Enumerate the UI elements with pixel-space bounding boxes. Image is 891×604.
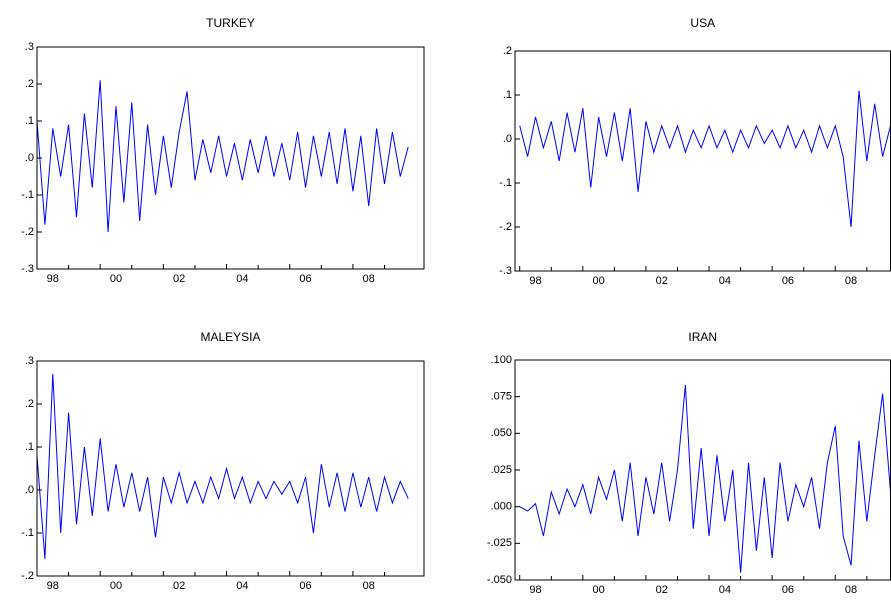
y-tick-label: .1 <box>25 115 34 127</box>
plot-frame <box>37 361 424 576</box>
x-tick-label: 00 <box>110 580 122 592</box>
y-tick-label: .2 <box>25 78 34 90</box>
x-tick-label: 08 <box>845 584 857 596</box>
y-tick-label: -.025 <box>487 537 512 549</box>
x-tick-label: 98 <box>47 273 59 285</box>
y-tick-label: .000 <box>491 501 512 513</box>
chart-title: IRAN <box>688 330 717 344</box>
y-tick-label: -.050 <box>487 574 512 586</box>
x-tick-label: 98 <box>529 275 541 287</box>
y-tick-label: -.2 <box>21 570 34 582</box>
x-tick-label: 08 <box>363 273 375 285</box>
x-tick-label: 02 <box>656 275 668 287</box>
y-tick-label: .2 <box>503 45 512 57</box>
y-tick-label: -.3 <box>499 265 512 277</box>
y-tick-label: .1 <box>25 441 34 453</box>
y-tick-label: .1 <box>503 89 512 101</box>
y-tick-label: .3 <box>25 355 34 367</box>
plot-frame <box>515 51 891 271</box>
y-tick-label: -.1 <box>21 189 34 201</box>
y-tick-label: .075 <box>491 391 512 403</box>
x-tick-label: 00 <box>592 584 604 596</box>
data-line <box>520 385 891 573</box>
y-tick-label: .0 <box>25 484 34 496</box>
chart-title: TURKEY <box>206 16 255 30</box>
chart-grid: TURKEY .3 .2 .1 .0 -.1 -.2 -.3 98 00 02 04 06 08 USA .2… <box>0 0 891 604</box>
x-tick-label: 06 <box>299 273 311 285</box>
x-tick-label: 00 <box>592 275 604 287</box>
x-tick-label: 04 <box>719 584 731 596</box>
data-line <box>37 80 408 232</box>
y-tick-label: -.3 <box>21 263 34 275</box>
x-tick-label: 02 <box>173 273 185 285</box>
x-tick-label: 06 <box>299 580 311 592</box>
x-tick-label: 06 <box>782 584 794 596</box>
x-tick-label: 98 <box>47 580 59 592</box>
x-tick-label: 08 <box>845 275 857 287</box>
y-tick-label: -.2 <box>21 226 34 238</box>
x-tick-label: 02 <box>656 584 668 596</box>
y-tick-label: .0 <box>25 152 34 164</box>
x-tick-label: 02 <box>173 580 185 592</box>
y-tick-label: .050 <box>491 427 512 439</box>
chart-title: MALEYSIA <box>200 330 260 344</box>
x-tick-label: 08 <box>363 580 375 592</box>
y-tick-label: .3 <box>25 41 34 53</box>
y-tick-label: -.1 <box>499 177 512 189</box>
x-tick-label: 04 <box>236 580 248 592</box>
y-tick-label: .025 <box>491 464 512 476</box>
x-tick-label: 04 <box>236 273 248 285</box>
data-line <box>520 91 891 227</box>
y-tick-label: -.1 <box>21 527 34 539</box>
y-tick-label: .0 <box>503 133 512 145</box>
y-tick-label: .100 <box>491 354 512 366</box>
x-tick-label: 04 <box>719 275 731 287</box>
x-tick-label: 06 <box>782 275 794 287</box>
chart-title: USA <box>690 16 715 30</box>
x-tick-label: 98 <box>529 584 541 596</box>
data-line <box>37 374 408 559</box>
y-tick-label: -.2 <box>499 221 512 233</box>
y-tick-label: .2 <box>25 398 34 410</box>
x-tick-label: 00 <box>110 273 122 285</box>
